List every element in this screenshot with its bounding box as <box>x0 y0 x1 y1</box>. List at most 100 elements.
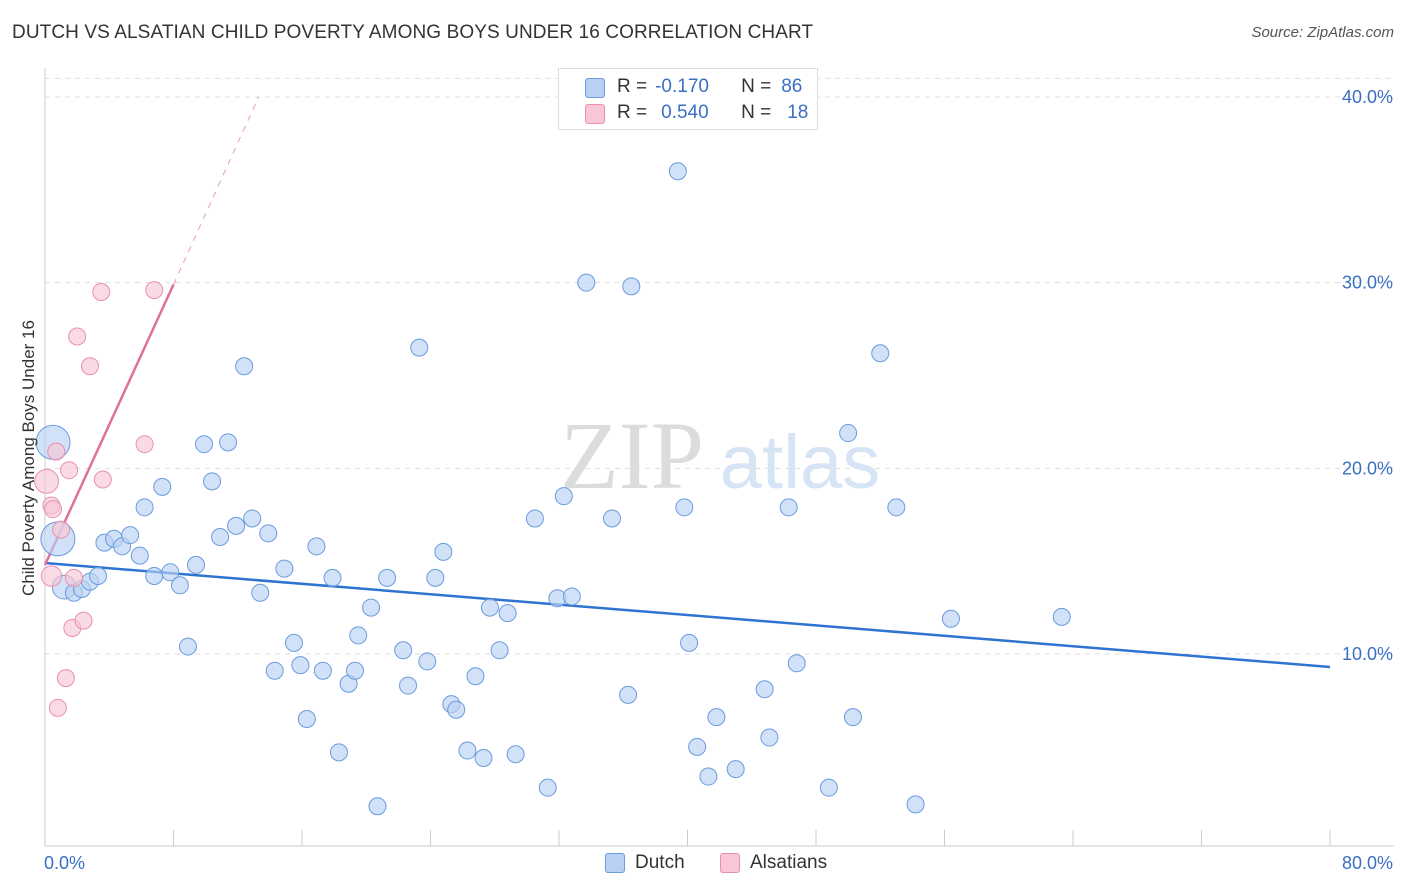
alsatians-r-label: R = <box>617 102 648 123</box>
alsatians-trend-line <box>43 284 175 566</box>
dutch-point <box>577 273 596 292</box>
dutch-point <box>480 598 499 617</box>
legend-alsatians-label: Alsatians <box>750 852 828 873</box>
alsatians-point <box>56 669 75 688</box>
dutch-point <box>145 567 164 586</box>
dutch-point <box>410 338 429 357</box>
dutch-point <box>284 633 303 652</box>
dutch-point <box>688 737 707 756</box>
dutch-point <box>843 708 862 727</box>
stats-legend-box: R = -0.170 N = 86 R = 0.540 N = 18 <box>558 68 818 130</box>
dutch-point <box>426 568 445 587</box>
dutch-point <box>839 424 858 443</box>
data-points <box>34 162 1071 816</box>
dutch-point <box>313 661 332 680</box>
legend-dutch-swatch <box>605 853 625 873</box>
dutch-n-value: 86 <box>781 76 803 97</box>
alsatians-swatch <box>585 104 605 124</box>
tick-labels: 10.0% 20.0% 30.0% 40.0% 0.0% 80.0% <box>44 87 1393 873</box>
dutch-point <box>498 604 517 623</box>
y-tick-label: 20.0% <box>1342 458 1393 478</box>
alsatians-n-value: 18 <box>787 102 809 123</box>
dutch-point <box>219 433 238 452</box>
dutch-point <box>135 498 154 517</box>
y-axis-label: Child Poverty Among Boys Under 16 <box>19 320 38 596</box>
dutch-point <box>170 576 189 595</box>
dutch-point <box>490 641 509 660</box>
dutch-point <box>349 626 368 645</box>
dutch-point <box>525 509 544 528</box>
alsatians-point <box>44 500 63 519</box>
alsatians-n-label: N = <box>741 102 772 123</box>
dutch-point <box>251 583 270 602</box>
dutch-point <box>259 524 278 543</box>
legend-item-alsatians: Alsatians <box>720 852 827 874</box>
dutch-r-value: -0.170 <box>655 76 709 97</box>
alsatians-point <box>74 611 93 630</box>
dutch-point <box>323 568 342 587</box>
dutch-point <box>394 641 413 660</box>
dutch-point <box>699 767 718 786</box>
x-tick-label-min: 0.0% <box>44 853 85 873</box>
dutch-point <box>707 708 726 727</box>
dutch-trend-line <box>44 561 1331 669</box>
dutch-point <box>668 162 687 181</box>
dutch-point <box>474 748 493 767</box>
dutch-point <box>130 546 149 565</box>
dutch-stats-row: R = -0.170 N = 86 <box>617 74 802 100</box>
alsatians-point <box>92 282 111 301</box>
dutch-point <box>291 656 310 675</box>
y-tick-label: 40.0% <box>1342 87 1393 107</box>
dutch-point <box>153 477 172 496</box>
chart-title: DUTCH VS ALSATIAN CHILD POVERTY AMONG BO… <box>12 22 814 43</box>
dutch-point <box>186 555 205 574</box>
dutch-point <box>307 537 326 556</box>
dutch-point <box>906 795 925 814</box>
dutch-point <box>726 760 745 779</box>
dutch-point <box>887 498 906 517</box>
dutch-point <box>297 709 316 728</box>
dutch-point <box>871 344 890 363</box>
alsatians-point <box>48 698 67 717</box>
dutch-point <box>434 542 453 561</box>
dutch-point <box>1052 607 1071 626</box>
trend-lines <box>43 96 1331 669</box>
dutch-point <box>121 526 140 545</box>
dutch-point <box>265 661 284 680</box>
alsatians-point <box>34 468 60 494</box>
dutch-point <box>819 778 838 797</box>
dutch-point <box>227 516 246 535</box>
dutch-point <box>89 567 108 586</box>
alsatians-point <box>52 520 71 539</box>
dutch-point <box>760 728 779 747</box>
dutch-point <box>622 277 641 296</box>
alsatians-point <box>60 461 79 480</box>
dutch-point <box>941 609 960 628</box>
dutch-point <box>506 745 525 764</box>
dutch-point <box>755 680 774 699</box>
dutch-point <box>787 654 806 673</box>
alsatians-point <box>64 568 83 587</box>
legend-alsatians-swatch <box>720 853 740 873</box>
dutch-point <box>161 563 180 582</box>
alsatians-point <box>80 357 99 376</box>
dutch-point <box>554 487 573 506</box>
dutch-point <box>680 633 699 652</box>
dutch-point <box>211 528 230 547</box>
legend-dutch-label: Dutch <box>635 852 685 873</box>
dutch-point <box>243 509 262 528</box>
dutch-point <box>779 498 798 517</box>
alsatians-point <box>47 442 66 461</box>
source-label: Source: ZipAtlas.com <box>1251 24 1394 41</box>
dutch-point <box>378 568 397 587</box>
alsatians-point <box>40 565 63 587</box>
dutch-point <box>538 778 557 797</box>
alsatians-point <box>68 327 87 346</box>
dutch-point <box>346 661 365 680</box>
dutch-swatch <box>585 78 605 98</box>
dutch-n-label: N = <box>741 76 772 97</box>
alsatians-trend-extension <box>173 96 260 285</box>
dutch-point <box>418 652 437 671</box>
dutch-point <box>447 700 466 719</box>
dutch-point <box>275 559 294 578</box>
